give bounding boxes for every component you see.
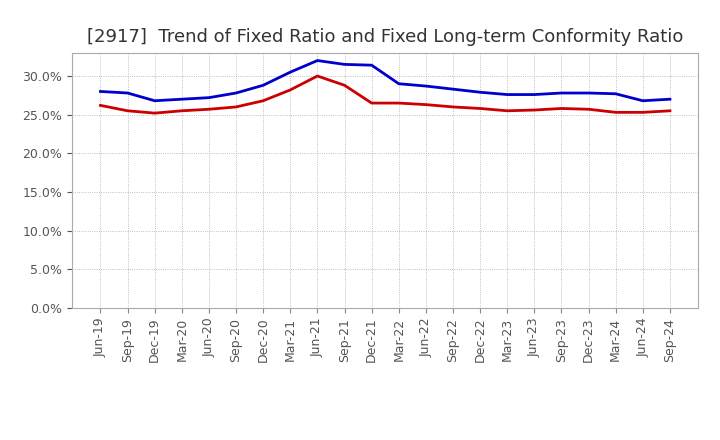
Fixed Long-term Conformity Ratio bbox=[204, 106, 213, 112]
Fixed Long-term Conformity Ratio bbox=[557, 106, 566, 111]
Fixed Long-term Conformity Ratio bbox=[286, 87, 294, 92]
Fixed Ratio bbox=[204, 95, 213, 100]
Fixed Ratio bbox=[530, 92, 539, 97]
Fixed Ratio bbox=[96, 89, 105, 94]
Fixed Ratio bbox=[367, 62, 376, 68]
Fixed Ratio bbox=[313, 58, 322, 63]
Fixed Long-term Conformity Ratio bbox=[313, 73, 322, 79]
Fixed Long-term Conformity Ratio bbox=[639, 110, 647, 115]
Fixed Long-term Conformity Ratio bbox=[530, 107, 539, 113]
Line: Fixed Long-term Conformity Ratio: Fixed Long-term Conformity Ratio bbox=[101, 76, 670, 113]
Fixed Long-term Conformity Ratio bbox=[503, 108, 511, 114]
Fixed Long-term Conformity Ratio bbox=[611, 110, 620, 115]
Line: Fixed Ratio: Fixed Ratio bbox=[101, 61, 670, 101]
Fixed Ratio bbox=[286, 70, 294, 75]
Fixed Long-term Conformity Ratio bbox=[665, 108, 674, 114]
Fixed Long-term Conformity Ratio bbox=[395, 100, 403, 106]
Fixed Long-term Conformity Ratio bbox=[341, 83, 349, 88]
Fixed Long-term Conformity Ratio bbox=[449, 104, 457, 110]
Fixed Ratio bbox=[259, 83, 268, 88]
Fixed Ratio bbox=[178, 96, 186, 102]
Fixed Ratio bbox=[395, 81, 403, 86]
Fixed Ratio bbox=[123, 90, 132, 95]
Fixed Ratio bbox=[232, 90, 240, 95]
Fixed Long-term Conformity Ratio bbox=[584, 106, 593, 112]
Fixed Ratio bbox=[639, 98, 647, 103]
Fixed Long-term Conformity Ratio bbox=[96, 103, 105, 108]
Fixed Ratio bbox=[665, 96, 674, 102]
Fixed Long-term Conformity Ratio bbox=[123, 108, 132, 114]
Fixed Ratio bbox=[150, 98, 159, 103]
Fixed Long-term Conformity Ratio bbox=[232, 104, 240, 110]
Fixed Long-term Conformity Ratio bbox=[178, 108, 186, 114]
Fixed Long-term Conformity Ratio bbox=[150, 110, 159, 116]
Fixed Ratio bbox=[503, 92, 511, 97]
Fixed Ratio bbox=[557, 90, 566, 95]
Fixed Ratio bbox=[341, 62, 349, 67]
Fixed Ratio bbox=[421, 84, 430, 89]
Fixed Long-term Conformity Ratio bbox=[476, 106, 485, 111]
Fixed Ratio bbox=[584, 90, 593, 95]
Fixed Ratio bbox=[476, 90, 485, 95]
Fixed Ratio bbox=[611, 91, 620, 96]
Title: [2917]  Trend of Fixed Ratio and Fixed Long-term Conformity Ratio: [2917] Trend of Fixed Ratio and Fixed Lo… bbox=[87, 28, 683, 46]
Fixed Long-term Conformity Ratio bbox=[259, 98, 268, 103]
Fixed Ratio bbox=[449, 87, 457, 92]
Fixed Long-term Conformity Ratio bbox=[367, 100, 376, 106]
Fixed Long-term Conformity Ratio bbox=[421, 102, 430, 107]
